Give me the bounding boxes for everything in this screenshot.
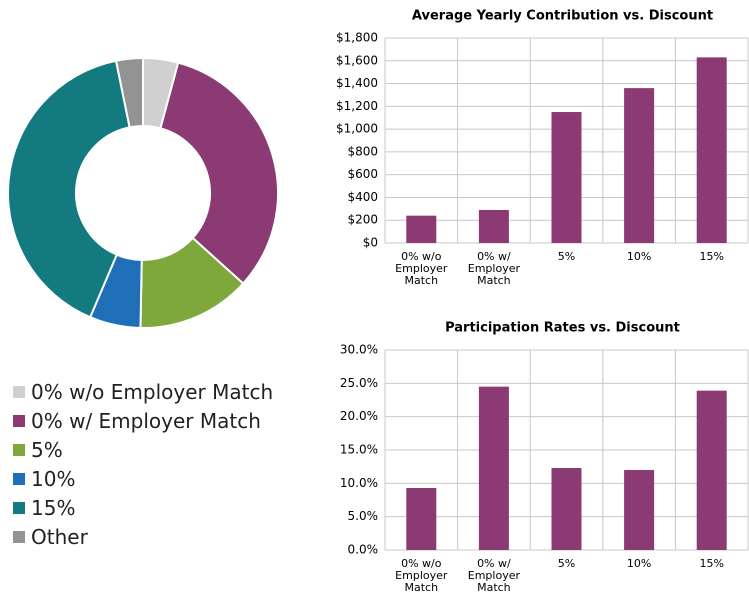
y-tick-label: 25.0% xyxy=(340,376,378,390)
y-tick-label: $1,800 xyxy=(336,31,378,45)
bar xyxy=(478,386,509,550)
y-tick-label: $1,000 xyxy=(336,122,378,136)
legend-label: 15% xyxy=(31,496,76,520)
y-tick-label: $400 xyxy=(347,190,378,204)
bar xyxy=(551,112,582,244)
bar xyxy=(624,470,655,550)
y-tick-label: $1,400 xyxy=(336,76,378,90)
y-tick-label: 15.0% xyxy=(340,443,378,457)
y-tick-label: $800 xyxy=(347,144,378,158)
bar xyxy=(478,209,509,243)
legend-label: 10% xyxy=(31,467,76,491)
bar xyxy=(406,215,437,243)
donut-slice xyxy=(7,59,131,319)
chart-title: Participation Rates vs. Discount xyxy=(445,321,680,336)
x-tick-label: 0% w/o Employer Match xyxy=(395,250,448,287)
x-tick-label: 15% xyxy=(699,557,724,570)
legend-entry: 15% xyxy=(13,496,75,520)
x-tick-label: 0% w/o Employer Match xyxy=(395,557,448,594)
y-tick-label: 0.0% xyxy=(348,543,379,557)
legend-entry: 10% xyxy=(13,467,75,491)
legend-swatch xyxy=(13,502,25,514)
bar xyxy=(406,488,437,550)
legend-swatch xyxy=(13,415,25,427)
chart-title: Average Yearly Contribution vs. Discount xyxy=(412,9,713,24)
legend-entry: 0% w/ Employer Match xyxy=(13,409,261,433)
bar xyxy=(696,57,727,243)
legend-entry: 5% xyxy=(13,438,63,462)
bar xyxy=(551,468,582,550)
x-tick-label: 10% xyxy=(626,250,652,263)
legend-entry: Other xyxy=(13,525,88,549)
y-tick-label: $200 xyxy=(347,213,378,227)
x-tick-label: 10% xyxy=(626,557,652,570)
bar xyxy=(696,390,727,550)
legend-label: 0% w/ Employer Match xyxy=(31,409,261,433)
x-tick-label: 0% w/ Employer Match xyxy=(467,557,520,594)
legend-swatch xyxy=(13,444,25,456)
y-tick-label: $1,600 xyxy=(336,53,378,67)
y-tick-label: 20.0% xyxy=(340,409,378,423)
legend-swatch xyxy=(13,386,25,398)
y-tick-label: 5.0% xyxy=(348,509,379,523)
legend-label: 5% xyxy=(31,438,63,462)
y-tick-label: $0 xyxy=(363,236,378,250)
donut-slice xyxy=(159,61,279,285)
y-tick-label: 30.0% xyxy=(340,343,378,357)
y-tick-label: $1,200 xyxy=(336,99,378,113)
y-tick-label: $600 xyxy=(347,167,378,181)
legend-swatch xyxy=(13,473,25,485)
donut-slice xyxy=(114,56,144,129)
bar xyxy=(624,88,655,243)
legend-entry: 0% w/o Employer Match xyxy=(13,380,273,404)
x-tick-label: 5% xyxy=(557,250,576,263)
x-tick-label: 5% xyxy=(557,557,576,570)
y-tick-label: 10.0% xyxy=(340,476,378,490)
legend-swatch xyxy=(13,531,25,543)
legend-label: Other xyxy=(31,525,88,549)
legend-label: 0% w/o Employer Match xyxy=(31,380,274,404)
x-tick-label: 0% w/ Employer Match xyxy=(467,250,520,287)
x-tick-label: 15% xyxy=(699,250,724,263)
